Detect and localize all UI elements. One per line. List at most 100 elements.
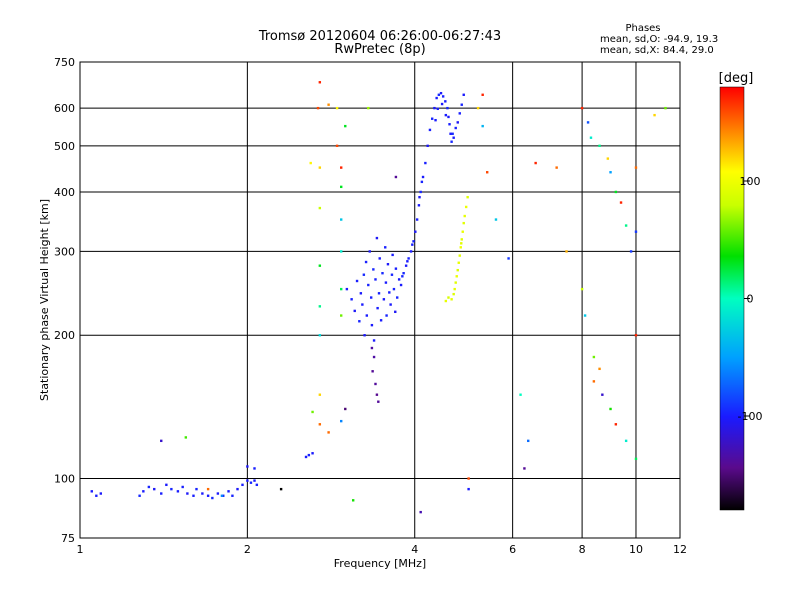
data-point xyxy=(370,346,374,350)
data-point xyxy=(394,310,397,314)
data-point xyxy=(450,298,453,301)
data-point xyxy=(340,185,343,189)
data-point xyxy=(367,283,370,287)
data-point xyxy=(527,439,530,443)
data-point xyxy=(374,278,377,281)
data-point xyxy=(453,287,456,291)
data-point xyxy=(392,287,396,291)
data-point xyxy=(318,334,322,337)
data-point xyxy=(340,166,343,169)
data-point xyxy=(444,100,447,103)
data-point xyxy=(476,106,480,110)
data-point xyxy=(440,102,444,106)
data-point xyxy=(344,124,347,128)
data-point xyxy=(507,257,510,260)
data-point xyxy=(335,144,339,148)
data-point xyxy=(160,439,163,443)
data-point xyxy=(418,195,421,199)
data-point xyxy=(389,303,392,306)
data-point xyxy=(463,214,466,218)
phases-line-o: mean, sd,O: -94.9, 19.3 xyxy=(600,34,718,45)
data-point xyxy=(481,93,484,96)
data-point xyxy=(371,370,374,373)
data-point xyxy=(363,334,366,337)
data-point xyxy=(340,287,343,291)
data-point xyxy=(555,166,558,169)
data-point xyxy=(201,492,204,495)
data-point xyxy=(318,206,322,210)
data-point xyxy=(426,144,429,148)
data-point xyxy=(372,268,375,271)
data-point xyxy=(523,467,526,470)
data-point xyxy=(460,103,463,106)
data-point xyxy=(494,218,498,221)
data-point xyxy=(601,393,604,396)
data-point xyxy=(340,314,343,317)
data-point xyxy=(318,264,322,267)
data-point xyxy=(411,243,414,246)
data-point xyxy=(388,291,391,294)
data-point xyxy=(227,490,230,493)
data-point xyxy=(565,250,568,253)
data-point xyxy=(444,299,448,303)
data-point xyxy=(447,115,450,119)
x-tick-label: 6 xyxy=(509,543,516,556)
data-point xyxy=(583,314,587,317)
data-point xyxy=(375,236,379,240)
data-point xyxy=(407,257,410,260)
data-point xyxy=(318,81,322,84)
data-point xyxy=(364,260,368,264)
data-point xyxy=(379,319,383,322)
data-point xyxy=(377,292,381,295)
data-point xyxy=(90,490,93,493)
data-point xyxy=(255,483,259,487)
data-point xyxy=(340,250,343,253)
data-point xyxy=(609,171,612,174)
data-point xyxy=(384,281,388,284)
data-point xyxy=(614,190,618,194)
x-axis-ticks: 1 2 4 6 8 10 12 xyxy=(77,543,688,556)
data-point xyxy=(390,273,394,276)
data-point xyxy=(216,492,220,495)
data-point xyxy=(452,292,455,296)
data-point xyxy=(192,494,195,497)
phases-heading: Phases xyxy=(625,23,660,34)
data-point xyxy=(186,492,189,495)
y-tick-label: 200 xyxy=(54,329,75,342)
data-point xyxy=(454,281,457,284)
data-point xyxy=(598,144,601,148)
data-point xyxy=(534,161,537,165)
data-point xyxy=(414,230,417,233)
data-point xyxy=(374,382,377,386)
y-tick-label: 600 xyxy=(54,102,75,115)
data-point xyxy=(580,106,584,110)
data-point xyxy=(318,305,322,308)
colorbar-tick-label: 0 xyxy=(747,293,754,306)
data-point xyxy=(359,292,363,295)
data-point xyxy=(340,218,343,221)
data-point xyxy=(619,201,623,204)
data-point xyxy=(353,309,356,313)
data-point xyxy=(344,407,347,411)
data-point xyxy=(519,393,522,396)
data-point xyxy=(464,205,468,209)
y-axis-label: Stationary phase Virtual Height [km] xyxy=(38,199,51,401)
data-point xyxy=(634,230,638,233)
data-point xyxy=(420,180,424,184)
data-point xyxy=(253,467,256,470)
data-point xyxy=(253,479,256,482)
data-point xyxy=(447,296,450,299)
data-point xyxy=(350,298,353,301)
data-point xyxy=(181,485,184,489)
data-point xyxy=(452,136,455,139)
colorbar-label: [deg] xyxy=(719,71,754,86)
data-point xyxy=(458,254,461,257)
data-point xyxy=(462,93,465,96)
data-point xyxy=(236,487,239,491)
data-point xyxy=(606,157,610,160)
y-tick-label: 400 xyxy=(54,186,75,199)
data-point xyxy=(404,264,408,267)
data-point xyxy=(458,112,461,115)
data-point xyxy=(614,423,618,426)
